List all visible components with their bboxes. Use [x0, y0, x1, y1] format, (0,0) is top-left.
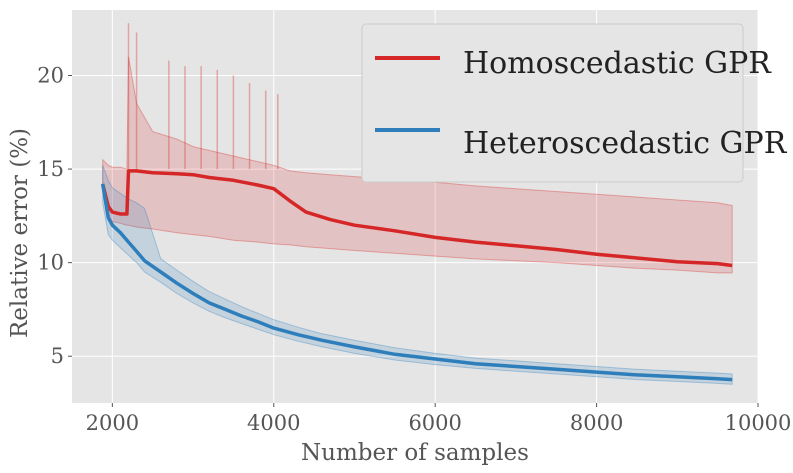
confidence-bands: [102, 56, 733, 385]
variance-spikes: [127, 23, 279, 170]
legend-label-heteroscedastic: Heteroscedastic GPR: [463, 126, 788, 161]
x-tick-label: 2000: [86, 411, 139, 435]
y-tick-label: 10: [37, 251, 64, 275]
line-homoscedastic-gpr: [101, 169, 733, 268]
y-tick-label: 15: [37, 157, 64, 181]
y-tick-label: 5: [51, 344, 64, 368]
y-tick-label: 20: [37, 64, 64, 88]
legend-frame: [361, 23, 744, 183]
line-heteroscedastic-gpr: [100, 183, 733, 382]
x-axis-ticks: 2000 4000 6000 8000 10000: [86, 403, 792, 435]
band-heteroscedastic-gpr: [102, 165, 733, 385]
x-tick-label: 8000: [570, 411, 623, 435]
legend-label-homoscedastic: Homoscedastic GPR: [463, 46, 772, 81]
y-axis-ticks: 5 10 15 20: [37, 64, 72, 368]
x-tick-label: 4000: [247, 411, 300, 435]
legend: Homoscedastic GPR Heteroscedastic GPR: [361, 23, 788, 183]
y-axis-label: Relative error (%): [7, 128, 33, 338]
x-tick-label: 10000: [725, 411, 792, 435]
band-homoscedastic-gpr: [102, 56, 733, 274]
x-axis-label: Number of samples: [301, 440, 529, 466]
x-tick-label: 6000: [408, 411, 461, 435]
series-lines: [100, 169, 733, 382]
